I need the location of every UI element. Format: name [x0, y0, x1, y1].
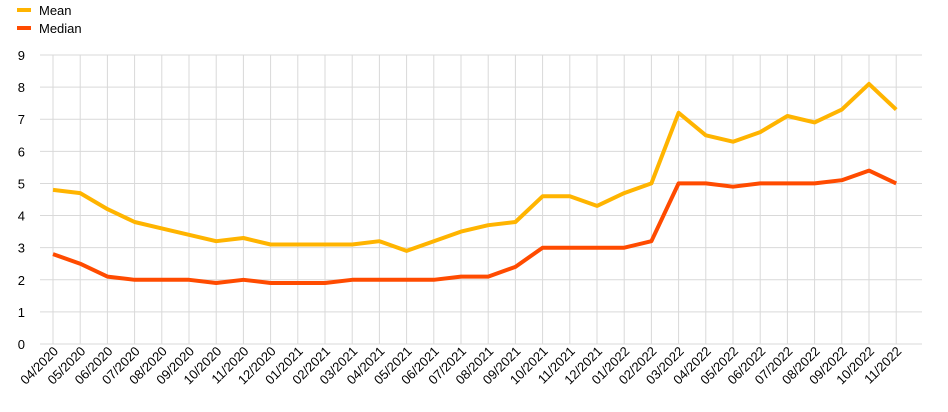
- legend-swatch: [17, 26, 31, 30]
- y-tick-label: 3: [18, 241, 25, 256]
- y-axis-tick-labels: 0 1 2 3 4 5 6 7 8 9: [18, 48, 25, 352]
- data-point-mean: [677, 111, 681, 115]
- data-point-mean: [377, 239, 381, 243]
- data-point-median: [677, 181, 681, 185]
- legend: Mean Median: [17, 3, 82, 36]
- data-point-mean: [758, 130, 762, 134]
- data-point-mean: [513, 220, 517, 224]
- data-point-mean: [350, 242, 354, 246]
- data-point-median: [541, 246, 545, 250]
- data-point-median: [704, 181, 708, 185]
- data-point-median: [785, 181, 789, 185]
- data-point-median: [187, 278, 191, 282]
- data-point-mean: [160, 226, 164, 230]
- data-point-mean: [187, 233, 191, 237]
- data-point-median: [568, 246, 572, 250]
- y-tick-label: 8: [18, 80, 25, 95]
- data-point-median: [241, 278, 245, 282]
- data-point-median: [296, 281, 300, 285]
- data-point-median: [459, 275, 463, 279]
- data-point-mean: [432, 239, 436, 243]
- data-point-mean: [622, 191, 626, 195]
- data-point-mean: [649, 181, 653, 185]
- y-tick-label: 9: [18, 48, 25, 63]
- data-point-median: [731, 185, 735, 189]
- data-point-median: [867, 169, 871, 173]
- data-point-median: [51, 252, 55, 256]
- data-point-mean: [241, 236, 245, 240]
- data-point-median: [133, 278, 137, 282]
- gridlines: [40, 54, 922, 345]
- legend-swatch: [17, 8, 31, 12]
- data-point-median: [840, 178, 844, 182]
- data-point-mean: [595, 204, 599, 208]
- data-point-median: [622, 246, 626, 250]
- data-point-median: [513, 265, 517, 269]
- data-point-mean: [214, 239, 218, 243]
- data-point-mean: [133, 220, 137, 224]
- y-tick-label: 7: [18, 112, 25, 127]
- data-point-mean: [323, 242, 327, 246]
- data-point-median: [432, 278, 436, 282]
- data-point-mean: [459, 230, 463, 234]
- data-point-median: [350, 278, 354, 282]
- data-point-median: [758, 181, 762, 185]
- data-point-median: [486, 275, 490, 279]
- data-point-median: [269, 281, 273, 285]
- data-point-mean: [813, 120, 817, 124]
- data-point-median: [894, 181, 898, 185]
- y-tick-label: 1: [18, 305, 25, 320]
- data-point-mean: [269, 242, 273, 246]
- y-tick-label: 6: [18, 144, 25, 159]
- data-point-median: [78, 262, 82, 266]
- y-tick-label: 4: [18, 209, 25, 224]
- x-axis-tick-labels: 04/202005/202006/202007/202008/202009/20…: [17, 344, 904, 388]
- data-point-mean: [867, 82, 871, 86]
- y-tick-label: 5: [18, 176, 25, 191]
- legend-label: Median: [39, 21, 82, 36]
- data-point-mean: [105, 207, 109, 211]
- data-point-mean: [486, 223, 490, 227]
- data-point-median: [323, 281, 327, 285]
- data-point-mean: [296, 242, 300, 246]
- data-point-mean: [568, 194, 572, 198]
- data-point-mean: [405, 249, 409, 253]
- data-point-mean: [840, 108, 844, 112]
- data-point-median: [595, 246, 599, 250]
- data-point-mean: [731, 140, 735, 144]
- data-point-mean: [78, 191, 82, 195]
- legend-label: Mean: [39, 3, 72, 18]
- data-point-median: [813, 181, 817, 185]
- data-point-mean: [51, 188, 55, 192]
- data-point-median: [214, 281, 218, 285]
- y-tick-label: 0: [18, 337, 25, 352]
- data-point-median: [160, 278, 164, 282]
- data-point-mean: [541, 194, 545, 198]
- series-line-mean: [52, 81, 898, 253]
- data-point-mean: [894, 108, 898, 112]
- series-line-median: [52, 168, 898, 285]
- data-point-median: [649, 239, 653, 243]
- data-point-median: [405, 278, 409, 282]
- series-lines: [51, 81, 898, 285]
- data-point-mean: [704, 133, 708, 137]
- data-point-median: [377, 278, 381, 282]
- data-point-mean: [785, 114, 789, 118]
- y-tick-label: 2: [18, 273, 25, 288]
- data-point-median: [105, 275, 109, 279]
